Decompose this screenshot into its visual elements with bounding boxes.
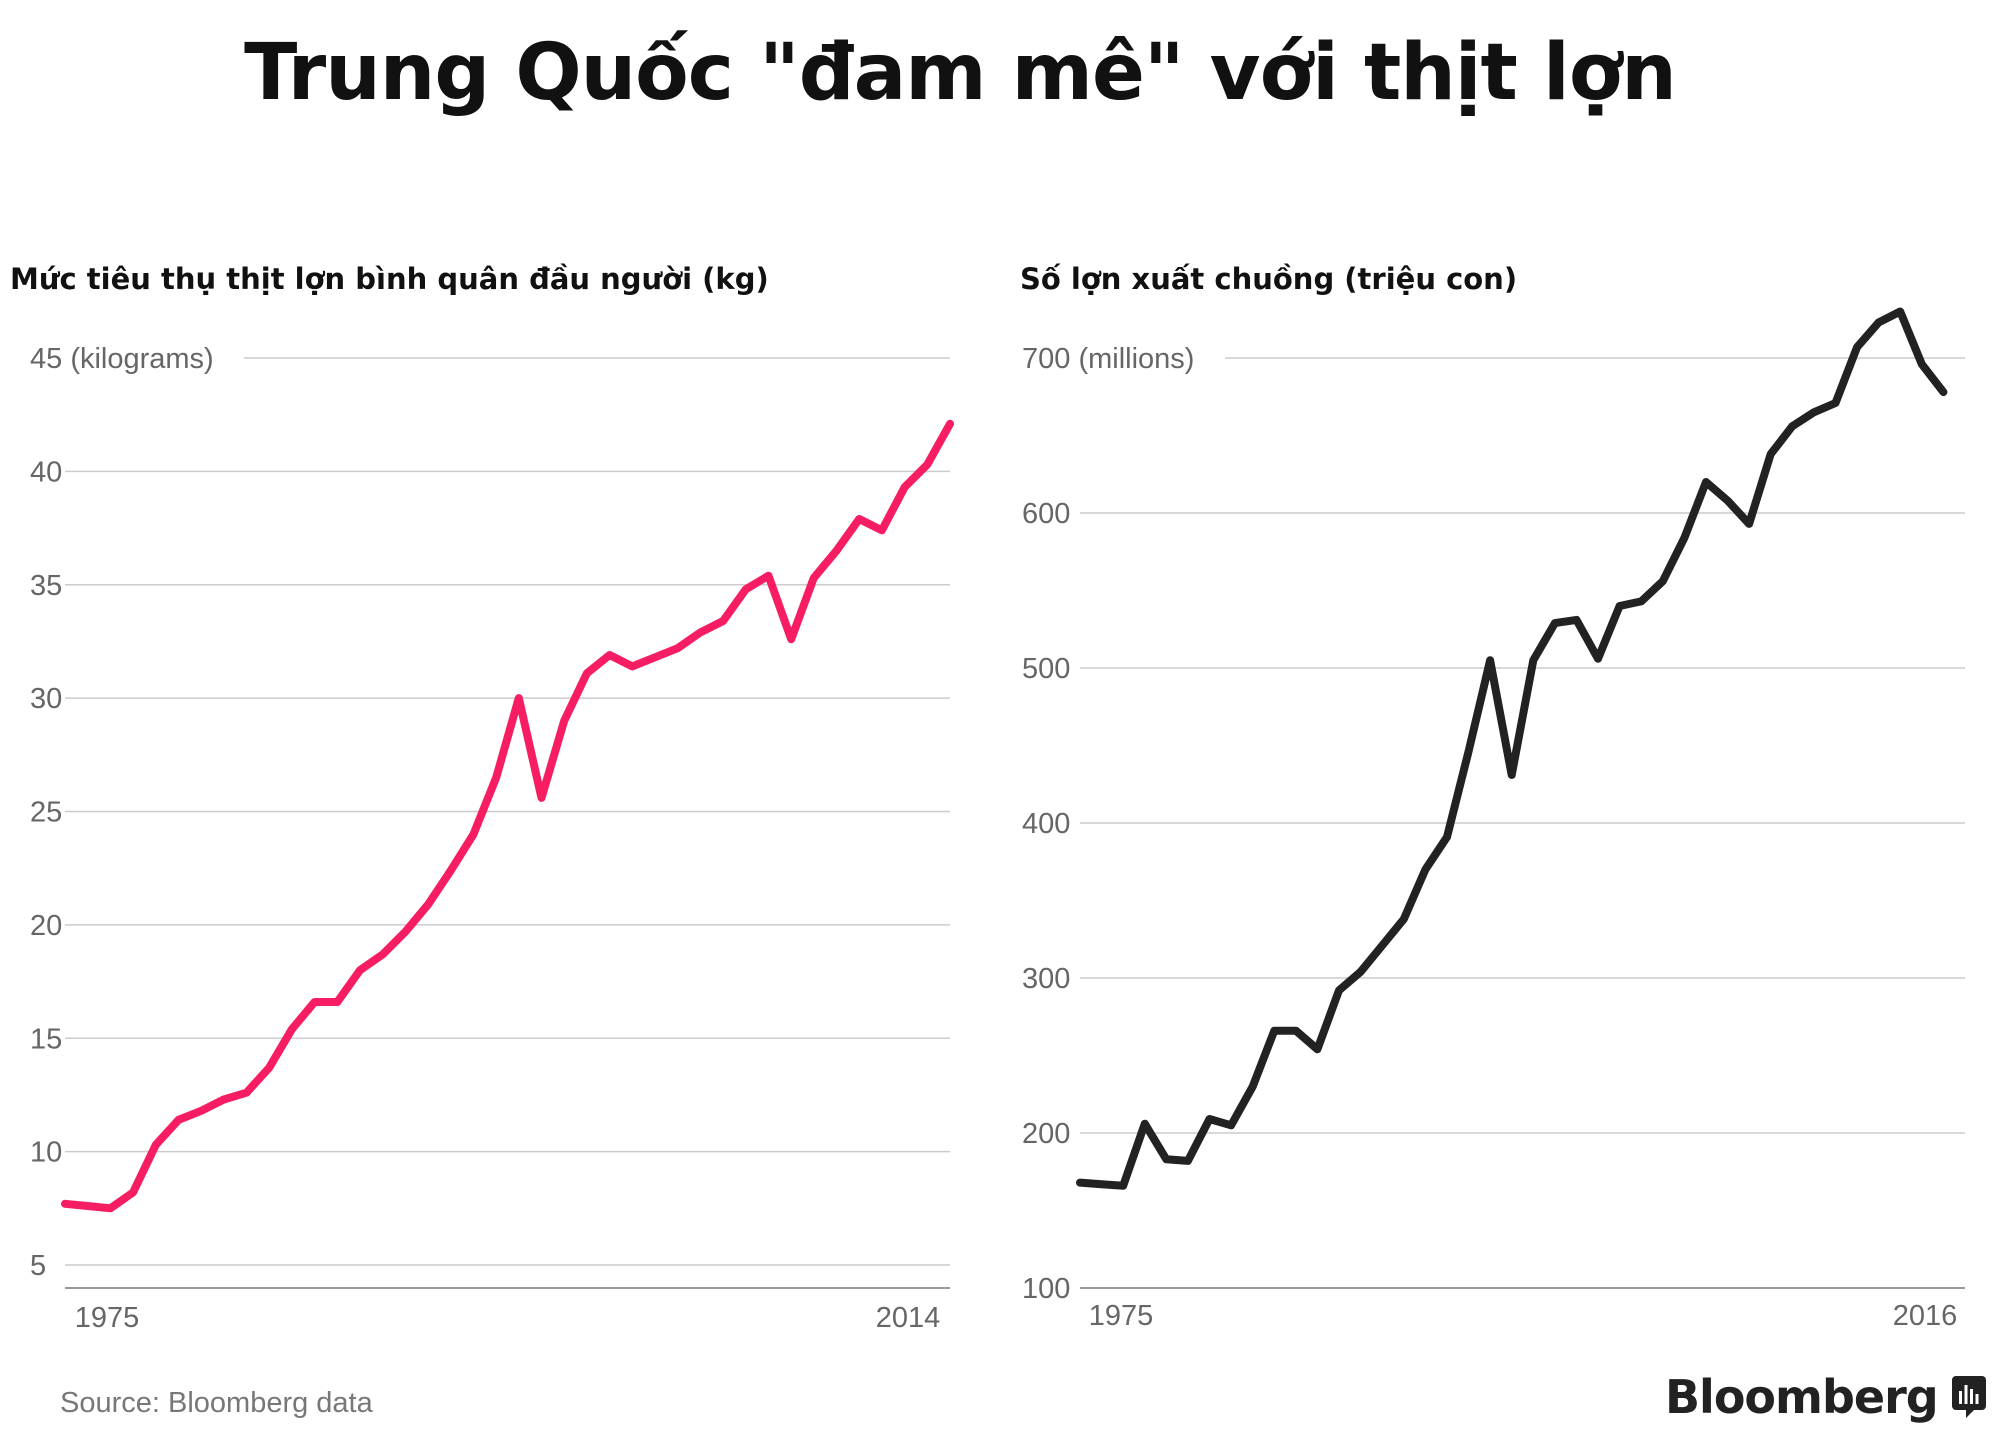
bloomberg-logo: Bloomberg [1665,1367,1986,1427]
x-tick-label: 2014 [876,1302,941,1334]
y-tick-label: 40 [30,456,62,488]
chart-title-pork: Mức tiêu thụ thịt lợn bình quân đầu ngườ… [10,262,769,296]
x-tick-label: 2016 [1893,1300,1958,1332]
y-tick-label: 15 [30,1023,62,1055]
y-tick-label: 10 [30,1137,62,1169]
y-tick-label: 200 [1022,1118,1070,1150]
logo-text: Bloomberg [1665,1370,1939,1424]
page-title: Trung Quốc "đam mê" với thịt lợn [244,28,1677,118]
y-tick-label: 100 [1022,1273,1070,1305]
y-tick-label: 25 [30,797,62,829]
series-line-pigs [1076,307,1948,1190]
source-note: Source: Bloomberg data [60,1387,373,1419]
y-tick-label: 700 (millions) [1022,343,1194,375]
y-tick-label: 400 [1022,808,1070,840]
y-tick-label: 45 (kilograms) [30,343,214,375]
y-tick-label: 35 [30,570,62,602]
y-tick-label: 300 [1022,963,1070,995]
chart-pigs: 100 200 300 400 500 600 700 (millions) 1975 2016 [1022,307,1965,1332]
x-tick-label: 1975 [75,1302,140,1334]
y-tick-label: 20 [30,910,62,942]
y-tick-label: 5 [30,1250,46,1282]
chart-title-pigs: Số lợn xuất chuồng (triệu con) [1020,262,1518,296]
chart-pork: 5 10 15 20 25 30 35 40 45 (kilograms) 1975 2014 [30,343,954,1334]
y-tick-label: 30 [30,683,62,715]
x-tick-label: 1975 [1089,1300,1154,1332]
series-line-pork [61,419,954,1213]
y-tick-label: 600 [1022,498,1070,530]
y-tick-label: 500 [1022,653,1070,685]
bloomberg-chart-icon [1951,1376,1986,1418]
